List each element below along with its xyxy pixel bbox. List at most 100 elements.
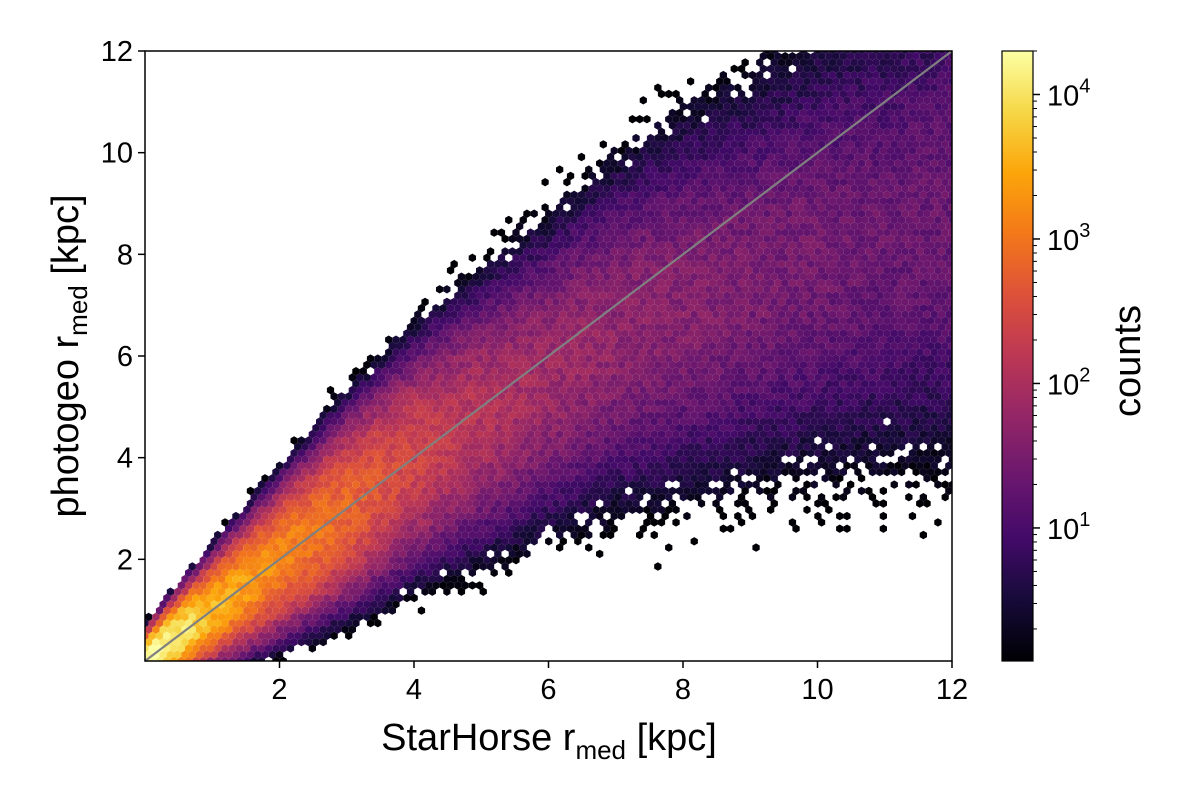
hexbin-cell bbox=[370, 524, 378, 533]
hexbin-cell bbox=[388, 480, 396, 489]
hexbin-cell bbox=[552, 499, 560, 508]
hexbin-cell bbox=[814, 461, 822, 470]
hexbin-cell bbox=[203, 574, 211, 584]
hexbin-cell bbox=[250, 568, 258, 577]
hexbin-cell bbox=[574, 461, 582, 470]
hexbin-cell bbox=[188, 600, 196, 609]
hexbin-cell bbox=[403, 467, 411, 477]
hexbin-cell bbox=[370, 511, 378, 521]
hexbin-cell bbox=[821, 461, 829, 470]
hexbin-cell bbox=[606, 505, 615, 514]
hexbin-cell bbox=[177, 619, 185, 628]
hexbin-cell bbox=[319, 474, 327, 483]
hexbin-cell bbox=[930, 474, 938, 483]
hexbin-cell bbox=[232, 537, 240, 546]
hexbin-cell bbox=[246, 537, 255, 546]
hexbin-cell bbox=[323, 493, 331, 502]
hexbin-cell bbox=[414, 574, 422, 584]
hexbin-cell bbox=[603, 461, 611, 470]
hexbin-cell bbox=[232, 600, 240, 609]
hexbin-cell bbox=[334, 562, 342, 571]
hexbin-cell bbox=[203, 600, 211, 609]
hexbin-cell bbox=[461, 505, 469, 514]
hexbin-cell bbox=[654, 448, 662, 458]
hexbin-cell bbox=[799, 448, 807, 458]
hexbin-cell bbox=[323, 442, 331, 451]
hexbin-cell bbox=[548, 455, 556, 464]
hexbin-cell bbox=[232, 511, 240, 521]
hexbin-cell bbox=[723, 480, 731, 489]
hexbin-cell bbox=[803, 505, 811, 514]
hexbin-cell bbox=[817, 518, 826, 527]
hexbin-cell bbox=[352, 505, 360, 514]
hexbin-cell bbox=[537, 474, 546, 483]
hexbin-cell bbox=[370, 587, 378, 596]
hexbin-cell bbox=[727, 524, 735, 533]
hexbin-cell bbox=[421, 549, 429, 559]
hexbin-cell bbox=[316, 530, 324, 540]
hexbin-cell bbox=[316, 442, 324, 451]
hexbin-cell bbox=[225, 562, 233, 571]
hexbin-cell bbox=[948, 480, 952, 489]
hexbin-cell bbox=[261, 574, 269, 584]
hexbin-cell bbox=[599, 467, 607, 477]
hexbin-cell bbox=[348, 600, 356, 609]
hexbin-cell bbox=[305, 625, 313, 634]
hexbin-cell bbox=[436, 537, 444, 546]
hexbin-cell bbox=[275, 562, 284, 571]
hexbin-cell bbox=[621, 455, 629, 464]
hexbin-cell bbox=[919, 493, 927, 502]
hexbin-cell bbox=[254, 637, 262, 647]
hexbin-cell bbox=[697, 474, 706, 483]
hexbin-cell bbox=[953, 247, 960, 255]
hexbin-cell bbox=[497, 455, 506, 464]
hexbin-cell bbox=[152, 625, 160, 634]
hexbin-cell bbox=[719, 448, 727, 458]
hexbin-cell bbox=[330, 455, 338, 464]
hexbin-cell bbox=[836, 511, 844, 521]
hexbin-cell bbox=[621, 493, 629, 502]
hexbin-cell bbox=[661, 461, 669, 470]
hexbin-cell bbox=[330, 467, 338, 477]
hexbin-cell bbox=[439, 556, 447, 565]
hexbin-cell bbox=[279, 619, 287, 628]
hexbin-cell bbox=[617, 474, 626, 483]
hexbin-cell bbox=[603, 474, 611, 483]
hexbin-cell bbox=[356, 549, 364, 559]
hexbin-cell bbox=[763, 486, 771, 496]
hexbin-cell bbox=[275, 600, 284, 609]
hexbin-cell bbox=[836, 474, 844, 483]
hexbin-cell bbox=[181, 612, 189, 622]
hexbin-cell bbox=[490, 493, 498, 502]
hexbin-cell bbox=[519, 543, 527, 552]
hexbin-cell bbox=[228, 568, 236, 577]
hexbin-cell bbox=[523, 524, 531, 533]
hexbin-cell bbox=[556, 530, 564, 540]
hexbin-cell bbox=[857, 474, 866, 483]
hexbin-cell bbox=[265, 480, 273, 489]
hexbin-cell bbox=[337, 530, 346, 540]
hexbin-cell bbox=[254, 625, 262, 634]
hexbin-cell bbox=[857, 486, 866, 496]
hexbin-cell bbox=[814, 499, 822, 508]
hexbin-cell bbox=[530, 537, 538, 546]
hexbin-cell bbox=[210, 549, 218, 559]
hexbin-cell bbox=[537, 461, 546, 470]
hexbin-cell bbox=[363, 461, 371, 470]
hexbin-cell bbox=[250, 581, 258, 590]
hexbin-cell bbox=[403, 505, 411, 514]
hexbin-cell bbox=[290, 511, 298, 521]
hexbin-cell bbox=[210, 650, 218, 659]
hexbin-cell bbox=[406, 511, 415, 521]
hexbin-cell bbox=[275, 549, 284, 559]
hexbin-cell bbox=[385, 511, 393, 521]
hexbin-cell bbox=[301, 530, 309, 540]
hexbin-cell bbox=[275, 587, 284, 596]
hexbin-cell bbox=[432, 455, 440, 464]
hexbin-cell bbox=[945, 486, 952, 496]
hexbin-cell bbox=[352, 581, 360, 590]
hexbin-cell bbox=[388, 543, 396, 552]
hexbin-cell bbox=[486, 524, 495, 533]
hexbin-cell bbox=[268, 524, 276, 533]
hexbin-cell bbox=[541, 518, 549, 527]
